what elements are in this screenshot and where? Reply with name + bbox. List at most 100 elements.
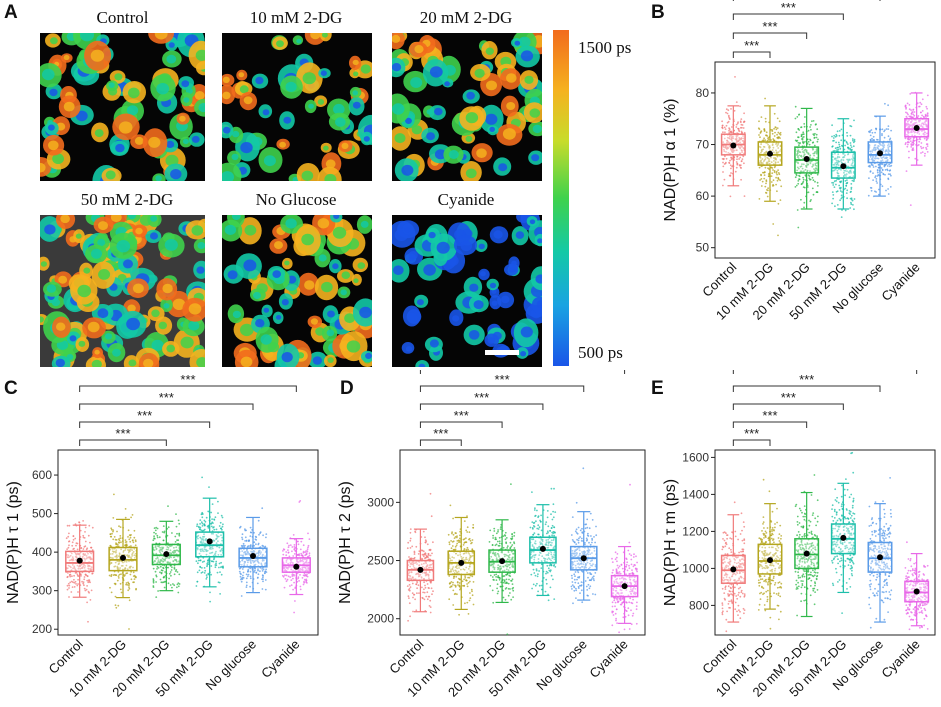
data-point	[204, 520, 207, 523]
data-point	[206, 559, 209, 562]
data-point	[285, 554, 288, 557]
data-point	[802, 178, 805, 181]
data-point	[133, 574, 136, 577]
data-point	[298, 553, 301, 556]
data-point	[872, 139, 874, 142]
data-point	[871, 131, 874, 134]
data-point	[768, 162, 771, 165]
data-point	[729, 195, 732, 198]
data-point	[118, 538, 120, 541]
data-point	[732, 137, 735, 140]
data-point	[881, 163, 884, 166]
data-point	[409, 575, 412, 577]
data-point	[760, 178, 763, 180]
data-point	[423, 562, 425, 565]
data-point	[199, 565, 202, 568]
cell-nucleus	[179, 115, 186, 122]
cell-nucleus	[128, 215, 136, 220]
data-point	[243, 560, 246, 563]
cell-nucleus	[105, 170, 116, 180]
data-point	[83, 576, 86, 578]
cell-nucleus	[465, 135, 473, 142]
data-point	[449, 586, 451, 589]
data-point	[68, 584, 71, 587]
data-point	[764, 166, 767, 169]
data-point	[889, 145, 891, 148]
data-point	[67, 582, 70, 585]
y-tick-label: 200	[32, 622, 52, 636]
data-point	[299, 574, 301, 576]
data-point	[773, 170, 776, 172]
data-point	[207, 572, 210, 575]
data-point	[409, 586, 412, 588]
data-point	[497, 529, 499, 531]
data-point	[846, 143, 849, 146]
data-point	[211, 560, 213, 563]
data-point	[463, 542, 466, 544]
data-point	[809, 200, 812, 203]
data-point	[204, 539, 207, 542]
data-point	[814, 169, 817, 172]
data-point	[292, 534, 295, 536]
data-point	[505, 568, 508, 571]
data-point	[492, 562, 495, 565]
data-point	[506, 563, 508, 565]
data-point	[511, 563, 514, 565]
data-point	[459, 551, 462, 554]
cell-nucleus	[127, 304, 136, 313]
cell-nucleus	[363, 136, 370, 142]
data-point	[308, 567, 310, 570]
data-point	[810, 128, 812, 131]
data-point	[509, 547, 512, 549]
data-point	[125, 564, 128, 567]
data-point	[287, 575, 290, 578]
data-point	[407, 619, 409, 622]
data-point	[132, 541, 135, 544]
data-point	[416, 592, 418, 595]
data-point	[134, 544, 137, 547]
data-point	[124, 539, 127, 541]
data-point	[807, 163, 810, 166]
data-point	[219, 593, 222, 595]
data-point	[503, 555, 506, 558]
data-point	[428, 577, 430, 580]
data-point	[257, 542, 260, 545]
data-point	[469, 592, 471, 594]
image-title-10mm: 10 mM 2-DG	[249, 8, 343, 27]
cell-nucleus	[55, 358, 65, 367]
significance-bracket: ***	[732, 38, 771, 58]
cell-nucleus	[243, 96, 253, 105]
data-point	[768, 145, 771, 147]
data-point	[406, 585, 409, 587]
data-point	[264, 588, 267, 591]
data-point	[69, 565, 71, 568]
data-point	[110, 528, 113, 531]
data-point	[465, 537, 467, 539]
data-point	[831, 145, 834, 148]
data-point	[456, 536, 458, 539]
data-point	[110, 573, 113, 576]
data-point	[497, 554, 500, 557]
data-point	[159, 578, 162, 581]
data-point	[851, 179, 854, 182]
data-point	[849, 144, 852, 147]
data-point	[124, 567, 127, 569]
data-point	[249, 567, 252, 570]
data-point	[767, 167, 769, 170]
data-point	[210, 525, 213, 528]
data-point	[503, 579, 506, 582]
data-point	[807, 174, 810, 177]
data-point	[158, 536, 161, 539]
data-point	[282, 575, 285, 578]
data-point	[773, 171, 776, 174]
data-point	[431, 552, 433, 555]
data-point	[838, 187, 841, 189]
data-point	[846, 158, 848, 161]
data-point	[509, 588, 511, 590]
data-point	[114, 561, 117, 564]
data-point	[459, 534, 461, 537]
data-point	[214, 516, 217, 519]
data-point	[740, 167, 742, 169]
data-point	[296, 572, 299, 575]
data-point	[772, 183, 774, 186]
